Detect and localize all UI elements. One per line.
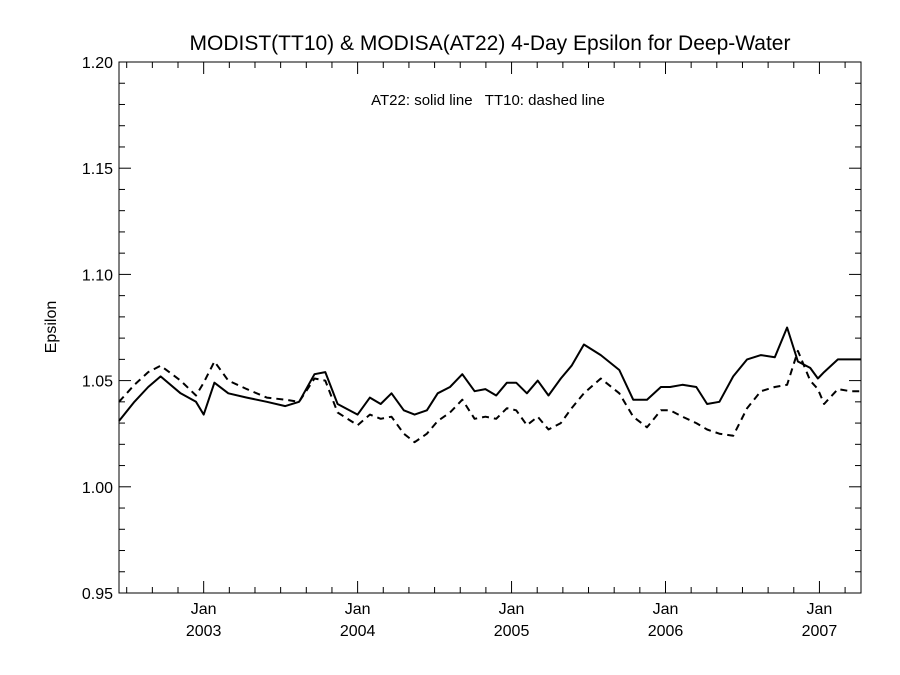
series-line-tt10 (118, 349, 861, 444)
x-tick-month: Jan (345, 601, 371, 618)
x-tick-month: Jan (191, 601, 217, 618)
x-tick-year: 2007 (802, 623, 838, 640)
y-tick-label: 1.05 (82, 374, 113, 391)
series-line-at22 (118, 326, 861, 422)
x-tick-year: 2005 (494, 623, 530, 640)
series-layer (118, 326, 861, 444)
x-tick-month: Jan (807, 601, 833, 618)
y-tick-label: 1.15 (82, 161, 113, 178)
axes: 0.95 1.00 1.05 1.10 1.15 1.20 Jan 2003 Jan 2004 Ja… (82, 55, 861, 640)
chart-title: MODIST(TT10) & MODISA(AT22) 4-Day Epsilo… (190, 32, 791, 55)
y-tick-label: 1.10 (82, 267, 113, 284)
x-tick-month: Jan (653, 601, 679, 618)
x-tick-month: Jan (499, 601, 525, 618)
y-tick-label: 0.95 (82, 586, 113, 603)
x-tick-year: 2006 (648, 623, 684, 640)
x-tick-year: 2004 (340, 623, 376, 640)
plot-frame (118, 61, 862, 594)
y-axis-label: Epsilon (43, 301, 60, 353)
x-tick-year: 2003 (186, 623, 222, 640)
y-tick-label: 1.20 (82, 55, 113, 72)
y-tick-label: 1.00 (82, 480, 113, 497)
legend-annotation: AT22: solid line TT10: dashed line (371, 92, 605, 109)
